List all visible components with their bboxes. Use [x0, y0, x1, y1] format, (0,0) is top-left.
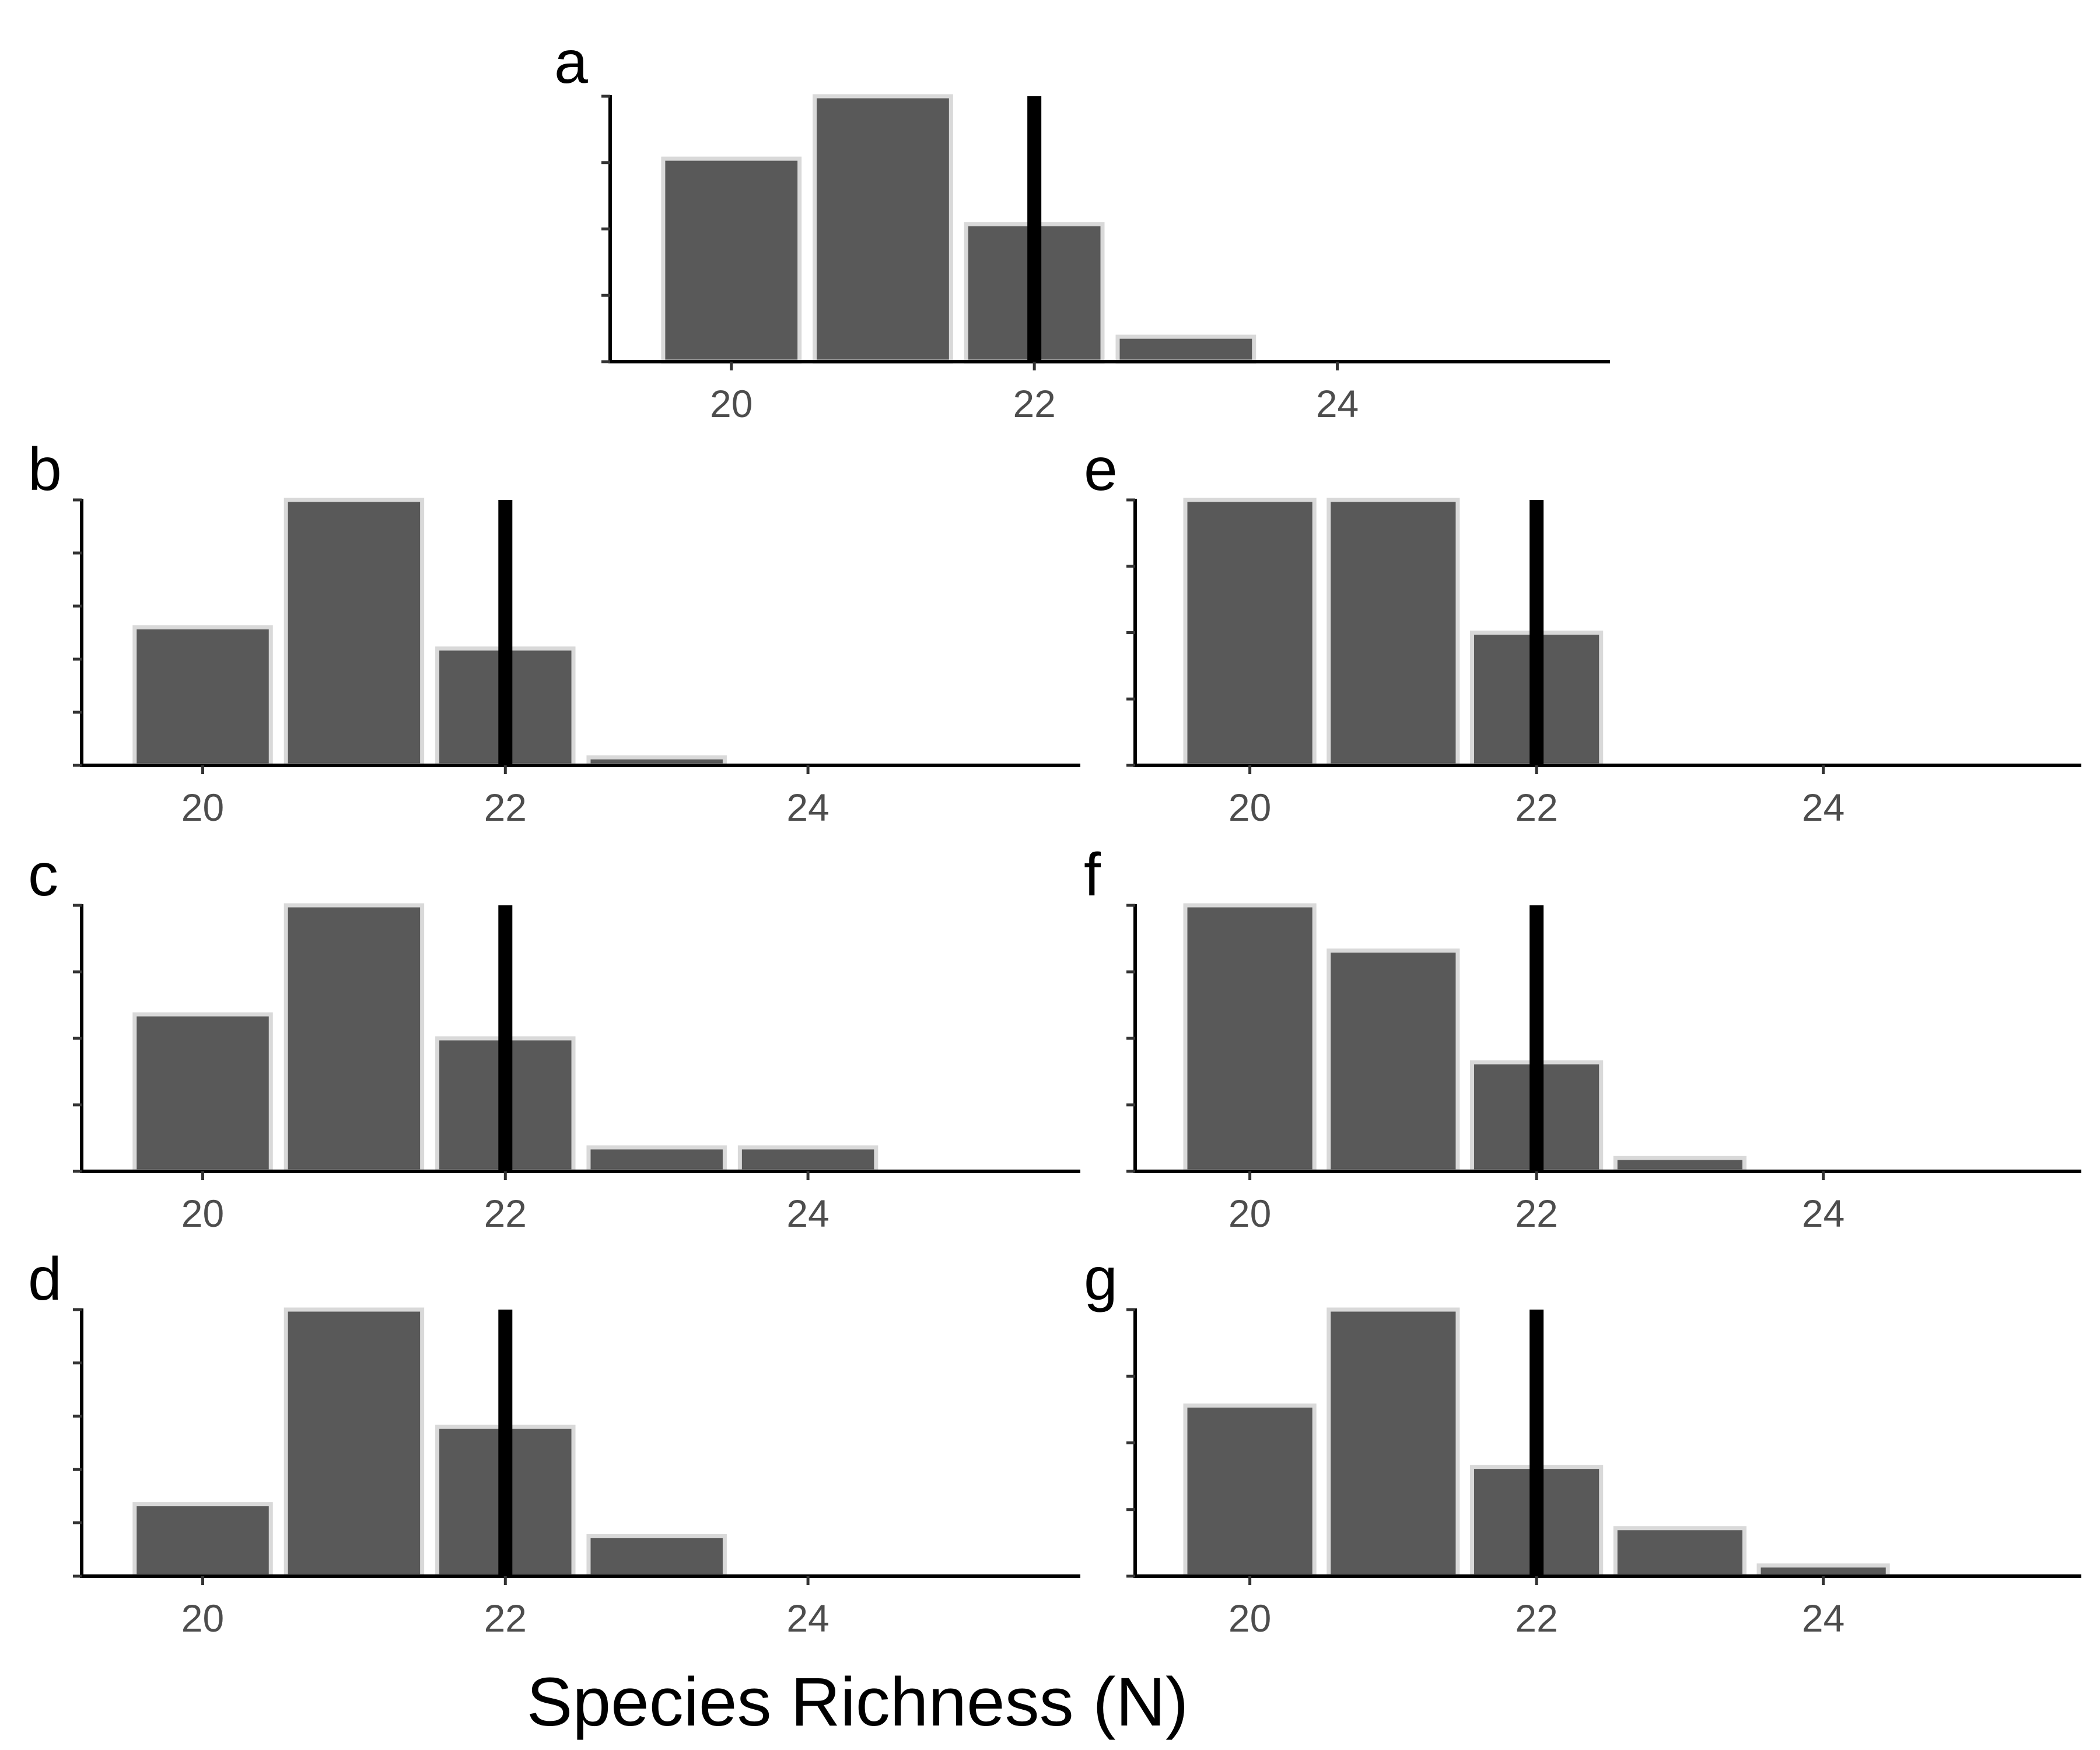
x-tick-label: 24 [1316, 382, 1359, 425]
histogram-bar [1613, 1156, 1746, 1174]
histogram-bar [813, 94, 953, 364]
x-tick-label: 20 [181, 1192, 224, 1235]
x-tick-label: 20 [710, 382, 752, 425]
x-tick-label: 20 [1228, 786, 1271, 829]
x-tick-label: 22 [1515, 1597, 1558, 1640]
x-tick-label: 20 [1228, 1597, 1271, 1640]
histogram-bar [1183, 903, 1317, 1174]
histogram-bar [1183, 498, 1317, 768]
x-tick-label: 22 [484, 1192, 527, 1235]
x-tick-label: 22 [484, 786, 527, 829]
histogram-bar [1613, 1526, 1746, 1578]
histogram-bar [586, 1145, 727, 1174]
histogram-bar [284, 498, 425, 768]
panel-a: 20 22 24 a [554, 29, 1610, 425]
x-tick-label: 20 [1228, 1192, 1271, 1235]
histogram-bar [737, 1145, 878, 1174]
x-tick-label: 24 [786, 786, 829, 829]
x-tick-label: 24 [1802, 1597, 1845, 1640]
x-tick-label: 24 [1802, 1192, 1845, 1235]
histogram-bar [1115, 334, 1256, 364]
panel-label-c: c [28, 841, 58, 909]
x-tick-label: 22 [1515, 786, 1558, 829]
x-tick-label: 22 [1515, 1192, 1558, 1235]
panel-label-a: a [554, 29, 588, 96]
panel-label-f: f [1084, 841, 1101, 909]
histogram-bar [132, 1502, 273, 1578]
histogram-bar [586, 1534, 727, 1578]
histogram-bar [284, 1307, 425, 1578]
histogram-bar [284, 903, 425, 1174]
panel-label-d: d [28, 1245, 62, 1313]
x-tick-label: 24 [786, 1192, 829, 1235]
panel-label-b: b [28, 436, 62, 503]
panel-b: 20 22 24 b [28, 436, 1080, 829]
panel-g: 20 22 24 g [1084, 1245, 2081, 1640]
panel-label-e: e [1084, 436, 1118, 503]
histogram-bar [1326, 1307, 1460, 1578]
panel-f: 20 22 24 f [1084, 841, 2081, 1235]
panel-label-g: g [1084, 1245, 1118, 1313]
histogram-bar [661, 156, 802, 364]
histogram-bar [132, 1012, 273, 1174]
histogram-bar [132, 625, 273, 768]
histogram-bar [1326, 498, 1460, 768]
x-tick-label: 22 [484, 1597, 527, 1640]
x-tick-label: 20 [181, 786, 224, 829]
histogram-bar [1326, 949, 1460, 1174]
panel-d: 20 22 24 d [28, 1245, 1080, 1640]
x-tick-label: 24 [1802, 786, 1845, 829]
histogram-bar [1183, 1404, 1317, 1578]
x-tick-label: 24 [786, 1597, 829, 1640]
x-tick-label: 20 [181, 1597, 224, 1640]
x-axis-title: Species Richness (N) [527, 1664, 1188, 1741]
panel-e: 20 22 24 e [1084, 436, 2081, 829]
panel-c: 20 22 24 c [28, 841, 1080, 1235]
x-tick-label: 22 [1013, 382, 1055, 425]
